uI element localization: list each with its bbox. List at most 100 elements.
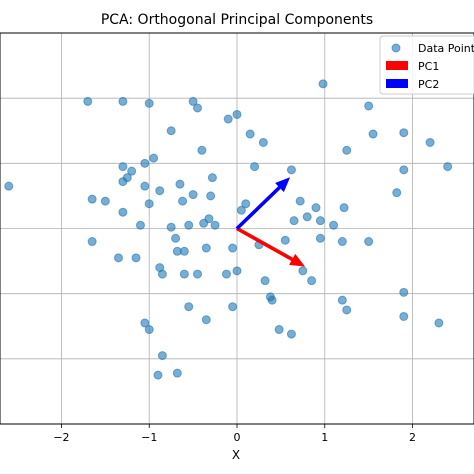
- axis-ticks: −2 −1 0 1 2: [53, 424, 416, 444]
- data-point: [329, 220, 339, 230]
- legend: Data Points PC1 PC2: [379, 35, 474, 95]
- data-point: [144, 98, 154, 108]
- x-tick-label: −2: [53, 431, 69, 444]
- data-point: [179, 246, 189, 256]
- data-point: [289, 216, 299, 226]
- data-point: [178, 196, 188, 206]
- data-point: [188, 190, 198, 200]
- data-point: [258, 137, 268, 147]
- data-point: [175, 179, 185, 189]
- arrow-pc1: [235, 226, 306, 267]
- data-point: [368, 129, 378, 139]
- data-point: [171, 233, 181, 243]
- data-point: [4, 181, 14, 191]
- data-point: [286, 329, 296, 339]
- data-point: [118, 162, 128, 172]
- legend-label: Data Points: [418, 42, 474, 55]
- data-point: [131, 253, 141, 263]
- x-tick-label: −1: [141, 431, 157, 444]
- data-point: [184, 302, 194, 312]
- data-point: [364, 101, 374, 111]
- data-point: [245, 129, 255, 139]
- data-point: [392, 188, 402, 198]
- data-point: [223, 114, 233, 124]
- data-point: [399, 128, 409, 138]
- data-point: [140, 181, 150, 191]
- data-point: [399, 165, 409, 175]
- data-point: [399, 287, 409, 297]
- data-point: [83, 96, 93, 106]
- arrow-pc2: [235, 177, 291, 231]
- scatter-points: [4, 79, 453, 380]
- legend-label: PC1: [418, 60, 439, 73]
- data-point: [118, 177, 128, 187]
- data-point: [364, 237, 374, 247]
- pc-arrows: [235, 177, 306, 267]
- data-point: [100, 196, 110, 206]
- data-point: [157, 269, 167, 279]
- data-point: [228, 302, 238, 312]
- data-point: [155, 186, 165, 196]
- data-point: [207, 173, 217, 183]
- chart-title: PCA: Orthogonal Principal Components: [101, 12, 373, 28]
- data-point: [201, 243, 211, 253]
- data-point: [118, 96, 128, 106]
- x-tick-label: 2: [409, 431, 416, 444]
- x-axis-label: X: [232, 448, 240, 462]
- x-tick-label: 1: [321, 431, 328, 444]
- data-point: [157, 351, 167, 361]
- data-point: [87, 194, 97, 204]
- data-point: [318, 79, 328, 89]
- data-point: [399, 311, 409, 321]
- data-point: [193, 103, 202, 113]
- data-point: [144, 325, 154, 335]
- data-point: [298, 266, 308, 276]
- data-point: [135, 220, 145, 230]
- data-point: [166, 222, 176, 232]
- grid: [0, 33, 474, 424]
- data-point: [307, 276, 317, 286]
- data-point: [193, 269, 202, 279]
- data-point: [315, 233, 325, 243]
- legend-marker-data-points: [391, 43, 401, 53]
- data-point: [179, 269, 189, 279]
- data-point: [311, 203, 321, 213]
- data-point: [118, 207, 128, 217]
- data-point: [206, 191, 216, 201]
- data-point: [241, 199, 251, 209]
- data-point: [250, 162, 260, 172]
- data-point: [236, 205, 246, 215]
- data-point: [149, 153, 159, 163]
- data-point: [337, 295, 347, 305]
- data-point: [315, 216, 325, 226]
- data-point: [425, 137, 435, 147]
- data-point: [342, 145, 352, 155]
- data-point: [204, 214, 214, 224]
- data-point: [210, 220, 220, 230]
- x-tick-label: 0: [234, 431, 241, 444]
- data-point: [232, 266, 242, 276]
- data-point: [201, 315, 211, 325]
- data-point: [286, 165, 296, 175]
- data-point: [153, 370, 163, 380]
- data-point: [188, 96, 198, 106]
- data-point: [87, 237, 97, 247]
- data-point: [127, 166, 137, 176]
- data-point: [197, 145, 207, 155]
- data-point: [337, 237, 347, 247]
- data-point: [274, 325, 284, 335]
- data-point: [295, 196, 305, 206]
- data-point: [443, 162, 453, 172]
- data-point: [434, 318, 444, 328]
- legend-swatch-pc2: [386, 79, 408, 88]
- data-point: [280, 235, 290, 245]
- data-point: [184, 220, 194, 230]
- legend-label: PC2: [418, 78, 439, 91]
- legend-swatch-pc1: [386, 61, 408, 70]
- data-point: [144, 199, 154, 209]
- data-point: [221, 269, 231, 279]
- data-point: [302, 212, 312, 222]
- data-point: [114, 253, 123, 263]
- data-point: [339, 203, 349, 213]
